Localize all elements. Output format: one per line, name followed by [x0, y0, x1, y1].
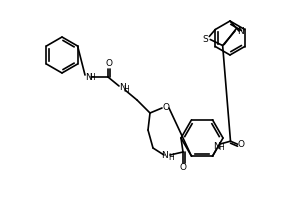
Text: O: O — [163, 104, 170, 112]
Text: N: N — [213, 142, 220, 151]
Text: H: H — [90, 73, 95, 82]
Text: N: N — [162, 152, 168, 160]
Text: O: O — [238, 140, 245, 149]
Text: H: H — [169, 152, 174, 162]
Text: O: O — [179, 162, 187, 171]
Text: H: H — [218, 143, 224, 152]
Text: N: N — [85, 72, 92, 82]
Text: H: H — [124, 84, 129, 94]
Text: S: S — [202, 35, 208, 44]
Text: O: O — [106, 60, 112, 68]
Text: N: N — [238, 26, 244, 36]
Text: N: N — [118, 84, 125, 92]
